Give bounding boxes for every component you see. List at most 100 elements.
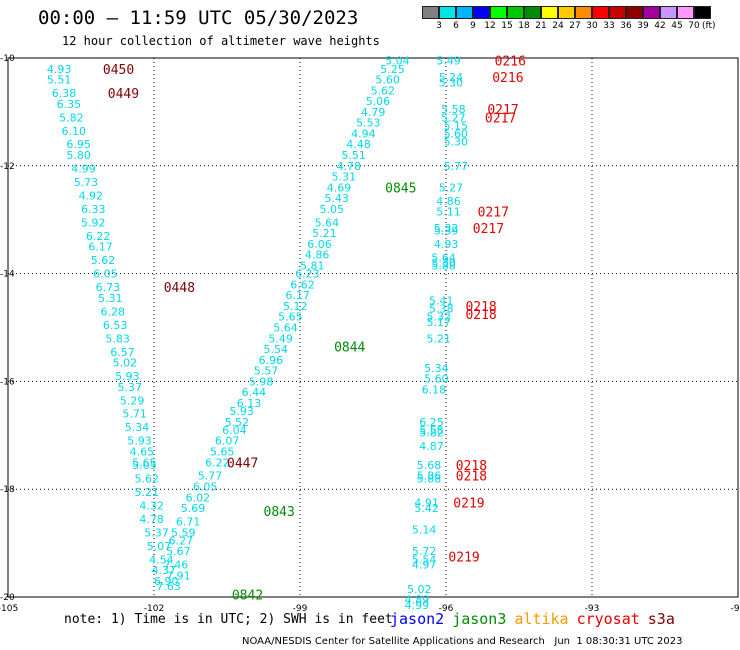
wave-height-value: 5.25: [380, 63, 405, 76]
pass-time-label: 0218: [456, 470, 487, 485]
wave-height-value: 5.12: [283, 300, 308, 313]
wave-height-value: 6.90: [154, 575, 179, 588]
wave-height-value: 4.92: [79, 189, 104, 202]
wave-height-value: 5.31: [98, 292, 123, 305]
wave-height-value: 5.14: [412, 524, 437, 537]
wave-height-value: 5.30: [444, 136, 469, 149]
wave-height-value: 5.80: [66, 149, 91, 162]
wave-height-value: 5.32: [427, 311, 452, 324]
wave-height-value: 7.63: [156, 580, 181, 593]
wave-height-value: 5.11: [436, 206, 461, 219]
wave-height-value: 5.65: [278, 311, 303, 324]
pass-time-label: 0218: [465, 308, 496, 323]
legend-color-bar: [422, 6, 711, 19]
wave-height-value: 5.77: [444, 160, 469, 173]
pass-time-label: 0449: [108, 87, 139, 102]
wave-height-value: 6.13: [237, 397, 262, 410]
wave-height-value: 5.98: [249, 375, 274, 388]
legend-swatch: [490, 6, 507, 19]
legend-tick: 6: [453, 21, 459, 31]
wave-height-value: 6.95: [66, 138, 91, 151]
wave-height-value: 6.62: [290, 278, 315, 291]
wave-height-value: 6.33: [81, 203, 106, 216]
wave-height-value: 4.97: [412, 559, 437, 572]
pass-time-label: 0217: [487, 103, 518, 118]
legend-swatch: [575, 6, 592, 19]
wave-height-value: 5.53: [356, 117, 381, 130]
wave-height-value: 4.86: [305, 249, 330, 262]
wave-height-value: 5.92: [81, 216, 106, 229]
lat-tick-label: -14: [0, 270, 15, 280]
legend-swatch: [694, 6, 711, 19]
wave-height-value: 4.48: [346, 138, 371, 151]
wave-height-value: 5.71: [122, 408, 147, 421]
wave-height-value: 5.88: [431, 260, 456, 273]
pass-time-label: 0218: [465, 300, 496, 315]
wave-height-value: 4.69: [327, 181, 352, 194]
wave-height-value: 6.10: [62, 125, 87, 138]
wave-height-value: 5.39: [434, 224, 459, 237]
wave-height-value: 5.21: [312, 227, 337, 240]
legend-tick: 12: [484, 21, 496, 31]
lon-tick-label: -102: [144, 604, 164, 614]
wave-height-value: 6.96: [259, 354, 284, 367]
wave-height-value: 4.87: [419, 440, 444, 453]
wave-height-value: 5.42: [414, 502, 439, 515]
legend-swatch: [677, 6, 694, 19]
wave-height-value: 6.02: [186, 491, 211, 504]
wave-height-value: 5.43: [324, 192, 349, 205]
wave-height-value: 4.89: [405, 594, 430, 607]
wave-height-value: 5.04: [385, 55, 410, 68]
pass-time-label: 0217: [485, 111, 516, 126]
wave-height-value: 4.94: [351, 127, 376, 140]
wave-height-value: 5.27: [441, 111, 466, 124]
wave-height-value: 5.02: [407, 583, 432, 596]
wave-height-value: 4.99: [405, 599, 430, 612]
wave-height-value: 4.93: [47, 63, 72, 76]
lat-tick-label: -10: [0, 54, 15, 64]
wave-height-value: 5.62: [91, 254, 116, 267]
wave-height-value: 5.54: [412, 553, 437, 566]
wave-height-value: 6.73: [96, 281, 121, 294]
legend-swatch: [609, 6, 626, 19]
wave-height-value: 5.58: [419, 424, 444, 437]
pass-time-label: 0217: [473, 222, 504, 237]
legend-tick-labels: 3 6 9 12 15 18 21 24 27 30 33 36 39 42 45 70 (ft): [422, 21, 715, 35]
legend-tick: 36: [620, 21, 632, 31]
wave-height-value: 6.05: [193, 481, 218, 494]
wave-height-value: 6.57: [110, 346, 135, 359]
wave-height-value: 6.28: [100, 305, 125, 318]
satellite-jason3: jason3: [452, 610, 507, 628]
wave-height-value: 7.46: [164, 559, 189, 572]
wave-height-value: 5.32: [434, 222, 459, 235]
wave-height-value: 5.72: [412, 545, 437, 558]
wave-height-value: 5.24: [439, 71, 464, 84]
legend-swatch: [592, 6, 609, 19]
wave-height-value: 4.78: [139, 513, 164, 526]
wave-height-value: 5.27: [439, 181, 464, 194]
wave-height-value: 5.52: [225, 416, 250, 429]
wave-height-value: 6.22: [86, 230, 111, 243]
legend-tick: 18: [518, 21, 530, 31]
satellite-key: jason2 jason3 altika cryosat s3a: [390, 610, 683, 628]
wave-height-value: 6.04: [222, 424, 247, 437]
wave-height-value: 5.65: [132, 456, 157, 469]
wave-height-value: 5.31: [332, 171, 357, 184]
wave-height-value: 5.62: [135, 472, 160, 485]
wave-height-value: 4.54: [149, 553, 174, 566]
legend-swatch: [541, 6, 558, 19]
wave-height-value: 4.78: [337, 160, 362, 173]
wave-height-value: 5.49: [436, 55, 461, 68]
wave-height-value: 5.64: [431, 251, 456, 264]
legend-tick: 21: [535, 21, 547, 31]
wave-height-value: 6.18: [422, 383, 447, 396]
lon-tick-label: -96: [439, 604, 454, 614]
wave-height-value: 5.86: [417, 470, 442, 483]
pass-time-label: 0448: [164, 281, 195, 296]
wave-height-value: 4.65: [130, 445, 155, 458]
lon-tick-label: -93: [585, 604, 600, 614]
wave-height-value: 5.68: [417, 459, 442, 472]
wave-height-value: 5.05: [132, 459, 157, 472]
legend-swatch: [558, 6, 575, 19]
legend-swatch: [507, 6, 524, 19]
